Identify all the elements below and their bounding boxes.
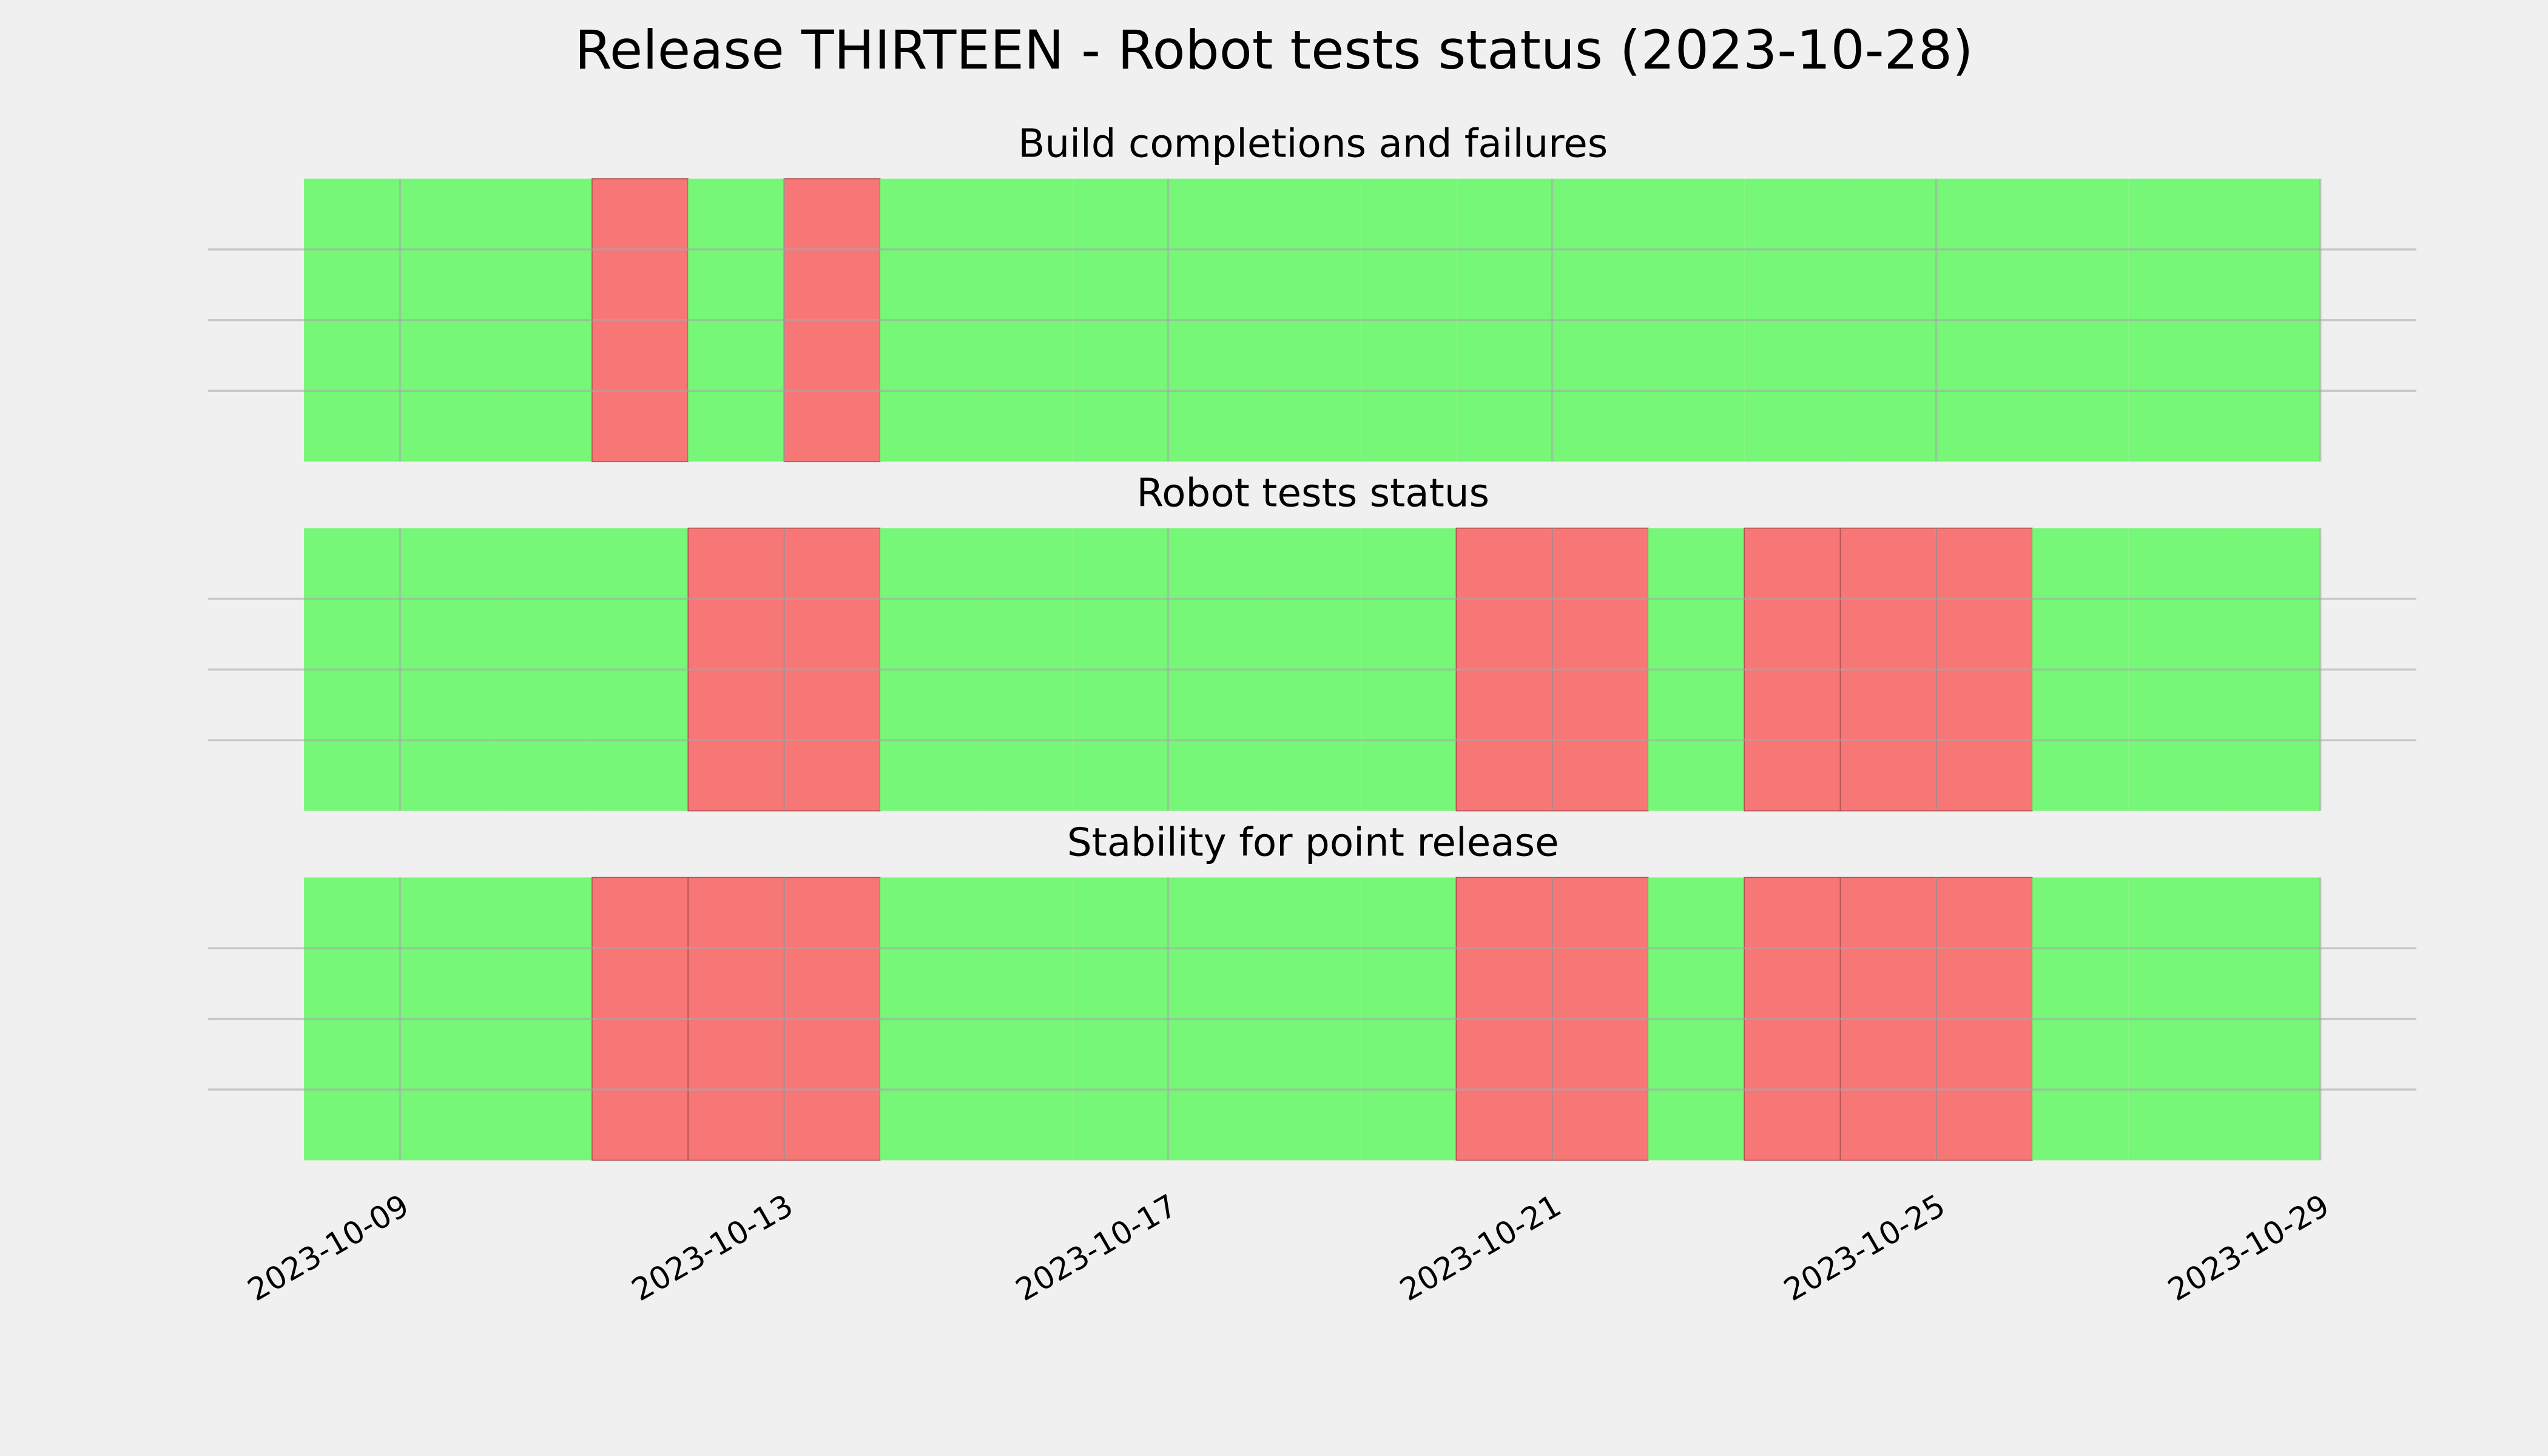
panel-title: Build completions and failures (1018, 121, 1608, 167)
panel-title: Robot tests status (1136, 471, 1489, 516)
figure-title: Release THIRTEEN - Robot tests status (2… (575, 19, 1973, 81)
panel-title: Stability for point release (1067, 820, 1559, 865)
